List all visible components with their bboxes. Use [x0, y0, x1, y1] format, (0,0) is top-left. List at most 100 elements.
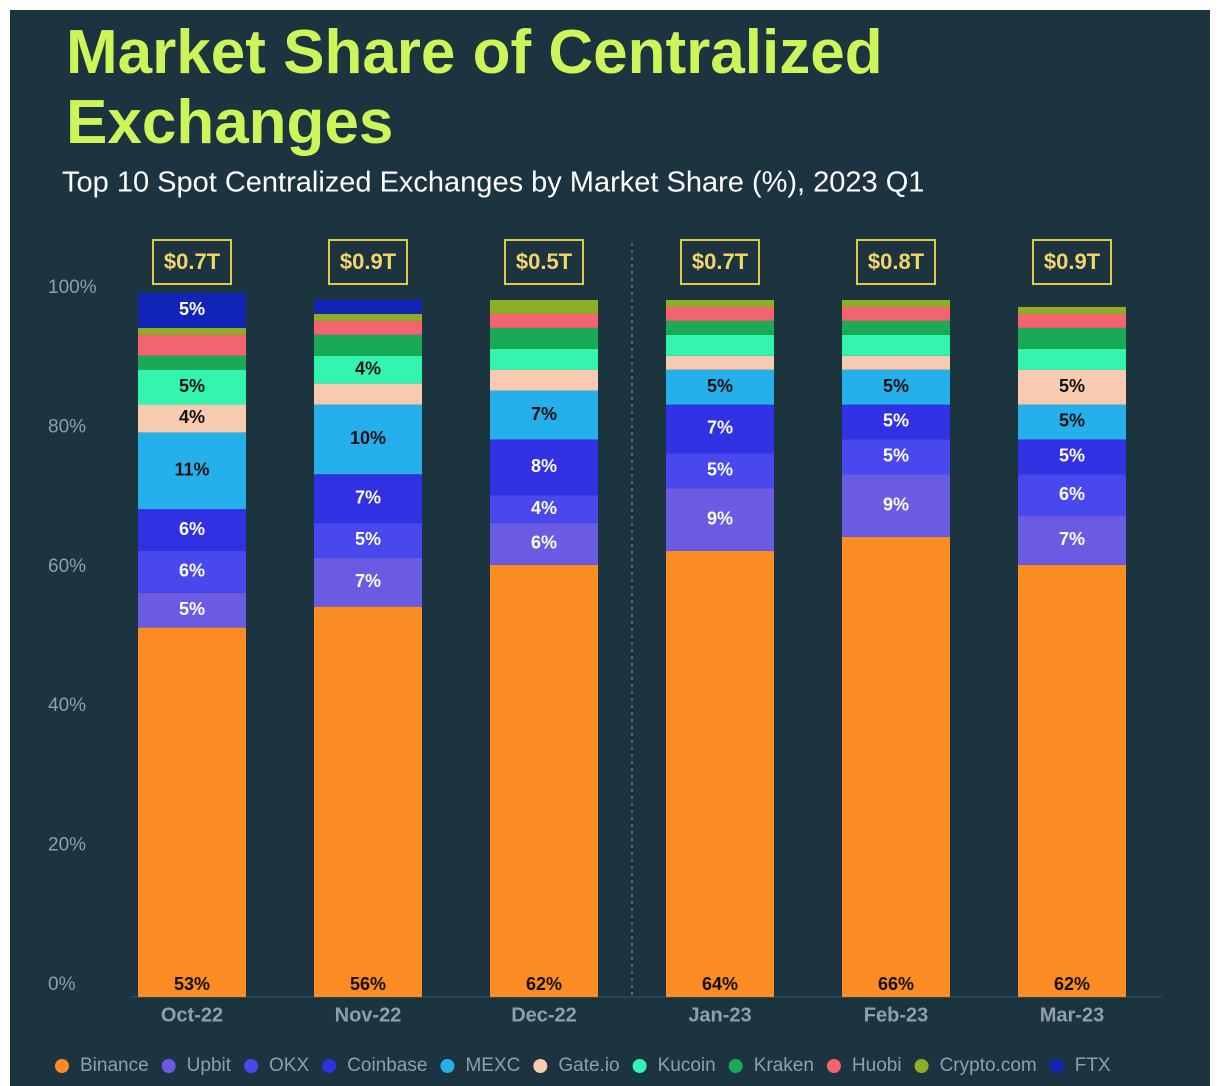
data-label: 9% — [883, 494, 909, 514]
x-tick-label: Oct-22 — [161, 1004, 223, 1026]
legend-marker — [244, 1059, 259, 1073]
bar-segment — [1018, 474, 1126, 517]
bar-segment — [490, 390, 598, 440]
bar-segment — [314, 523, 422, 558]
data-label: 5% — [179, 299, 205, 319]
bar-segment — [138, 592, 246, 628]
y-tick-label: 40% — [48, 695, 86, 716]
bar-segment — [138, 627, 246, 997]
chart-subtitle: Top 10 Spot Centralized Exchanges by Mar… — [62, 167, 924, 199]
data-label: 4% — [179, 407, 205, 427]
data-label: 5% — [883, 411, 909, 431]
legend-label: Gate.io — [558, 1055, 619, 1076]
legend-label: Huobi — [852, 1055, 902, 1076]
total-box — [504, 239, 584, 285]
legend-label: Crypto.com — [940, 1055, 1037, 1076]
legend-marker — [826, 1059, 841, 1073]
total-label: $0.7T — [692, 249, 749, 274]
data-label: 7% — [707, 418, 733, 438]
legend-label: Upbit — [187, 1055, 232, 1076]
bar-segment — [138, 369, 246, 405]
data-label: 7% — [1059, 529, 1085, 549]
bar-segment — [314, 557, 422, 607]
data-label: 4% — [531, 498, 557, 518]
bar-segment — [490, 327, 598, 349]
bar-segment — [138, 355, 246, 370]
bar-segment — [842, 536, 950, 997]
total-box — [328, 239, 408, 285]
total-box — [680, 239, 760, 285]
x-tick-label: Mar-23 — [1040, 1004, 1104, 1026]
bar-segment — [314, 383, 422, 405]
total-label: $0.5T — [516, 249, 573, 274]
bar-segment — [842, 320, 950, 335]
y-tick-label: 0% — [48, 974, 76, 995]
bar-segment — [842, 355, 950, 370]
bar-segment — [1018, 369, 1126, 405]
data-label: 64% — [702, 974, 738, 994]
legend-label: Binance — [80, 1055, 149, 1076]
chart-title: Market Share of Centralized Exchanges — [66, 18, 883, 157]
bar-segment — [842, 404, 950, 440]
y-tick-label: 80% — [48, 416, 86, 437]
data-label: 62% — [526, 974, 562, 994]
data-label: 4% — [355, 358, 381, 378]
bar-segment — [842, 300, 950, 307]
data-label: 5% — [707, 376, 733, 396]
bar-segment — [842, 369, 950, 405]
bar-segment — [666, 550, 774, 997]
bar-segment — [1018, 327, 1126, 349]
data-label: 8% — [531, 456, 557, 476]
data-label: 53% — [174, 974, 210, 994]
total-box — [1032, 239, 1112, 285]
bar-segment — [1018, 404, 1126, 440]
bar-segment — [666, 355, 774, 370]
bar-segment — [138, 432, 246, 510]
x-tick-label: Feb-23 — [864, 1004, 928, 1026]
bar-segment — [490, 439, 598, 496]
data-label: 9% — [707, 508, 733, 528]
y-tick-label: 100% — [48, 277, 97, 298]
data-label: 5% — [1059, 376, 1085, 396]
total-box — [856, 239, 936, 285]
bar-segment — [666, 320, 774, 335]
total-label: $0.7T — [164, 249, 221, 274]
bar-segment — [490, 313, 598, 328]
y-tick-label: 20% — [48, 835, 86, 856]
bar-segment — [842, 474, 950, 537]
legend-marker — [914, 1059, 929, 1073]
legend-marker — [632, 1059, 647, 1073]
legend-marker — [55, 1059, 69, 1073]
data-label: 6% — [179, 561, 205, 581]
legend-marker — [533, 1059, 548, 1073]
bar-segment — [842, 334, 950, 356]
legend-marker — [161, 1059, 176, 1073]
data-label: 6% — [1059, 484, 1085, 504]
legend-label: Kucoin — [658, 1055, 716, 1076]
data-label: 5% — [179, 599, 205, 619]
bar-segment — [1018, 306, 1126, 314]
bar-segment — [138, 404, 246, 433]
bar-segment — [666, 404, 774, 454]
bar-segment — [138, 334, 246, 356]
bar-segment — [314, 334, 422, 356]
legend-marker — [1049, 1059, 1064, 1073]
bar-segment — [138, 293, 246, 328]
legend-marker — [440, 1059, 455, 1073]
bar-segment — [490, 564, 598, 997]
total-label: $0.9T — [1044, 249, 1101, 274]
bar-segment — [314, 404, 422, 475]
data-label: 7% — [531, 404, 557, 424]
data-label: 5% — [1059, 411, 1085, 431]
data-label: 6% — [179, 519, 205, 539]
data-label: 5% — [707, 460, 733, 480]
bar-segment — [1018, 313, 1126, 328]
bar-segment — [314, 474, 422, 524]
bar-segment — [314, 300, 422, 314]
bar-segment — [1018, 439, 1126, 475]
bar-segment — [666, 334, 774, 356]
bar-segment — [490, 300, 598, 314]
data-label: 66% — [878, 974, 914, 994]
legend-label: Coinbase — [347, 1055, 427, 1076]
bar-segment — [842, 439, 950, 475]
